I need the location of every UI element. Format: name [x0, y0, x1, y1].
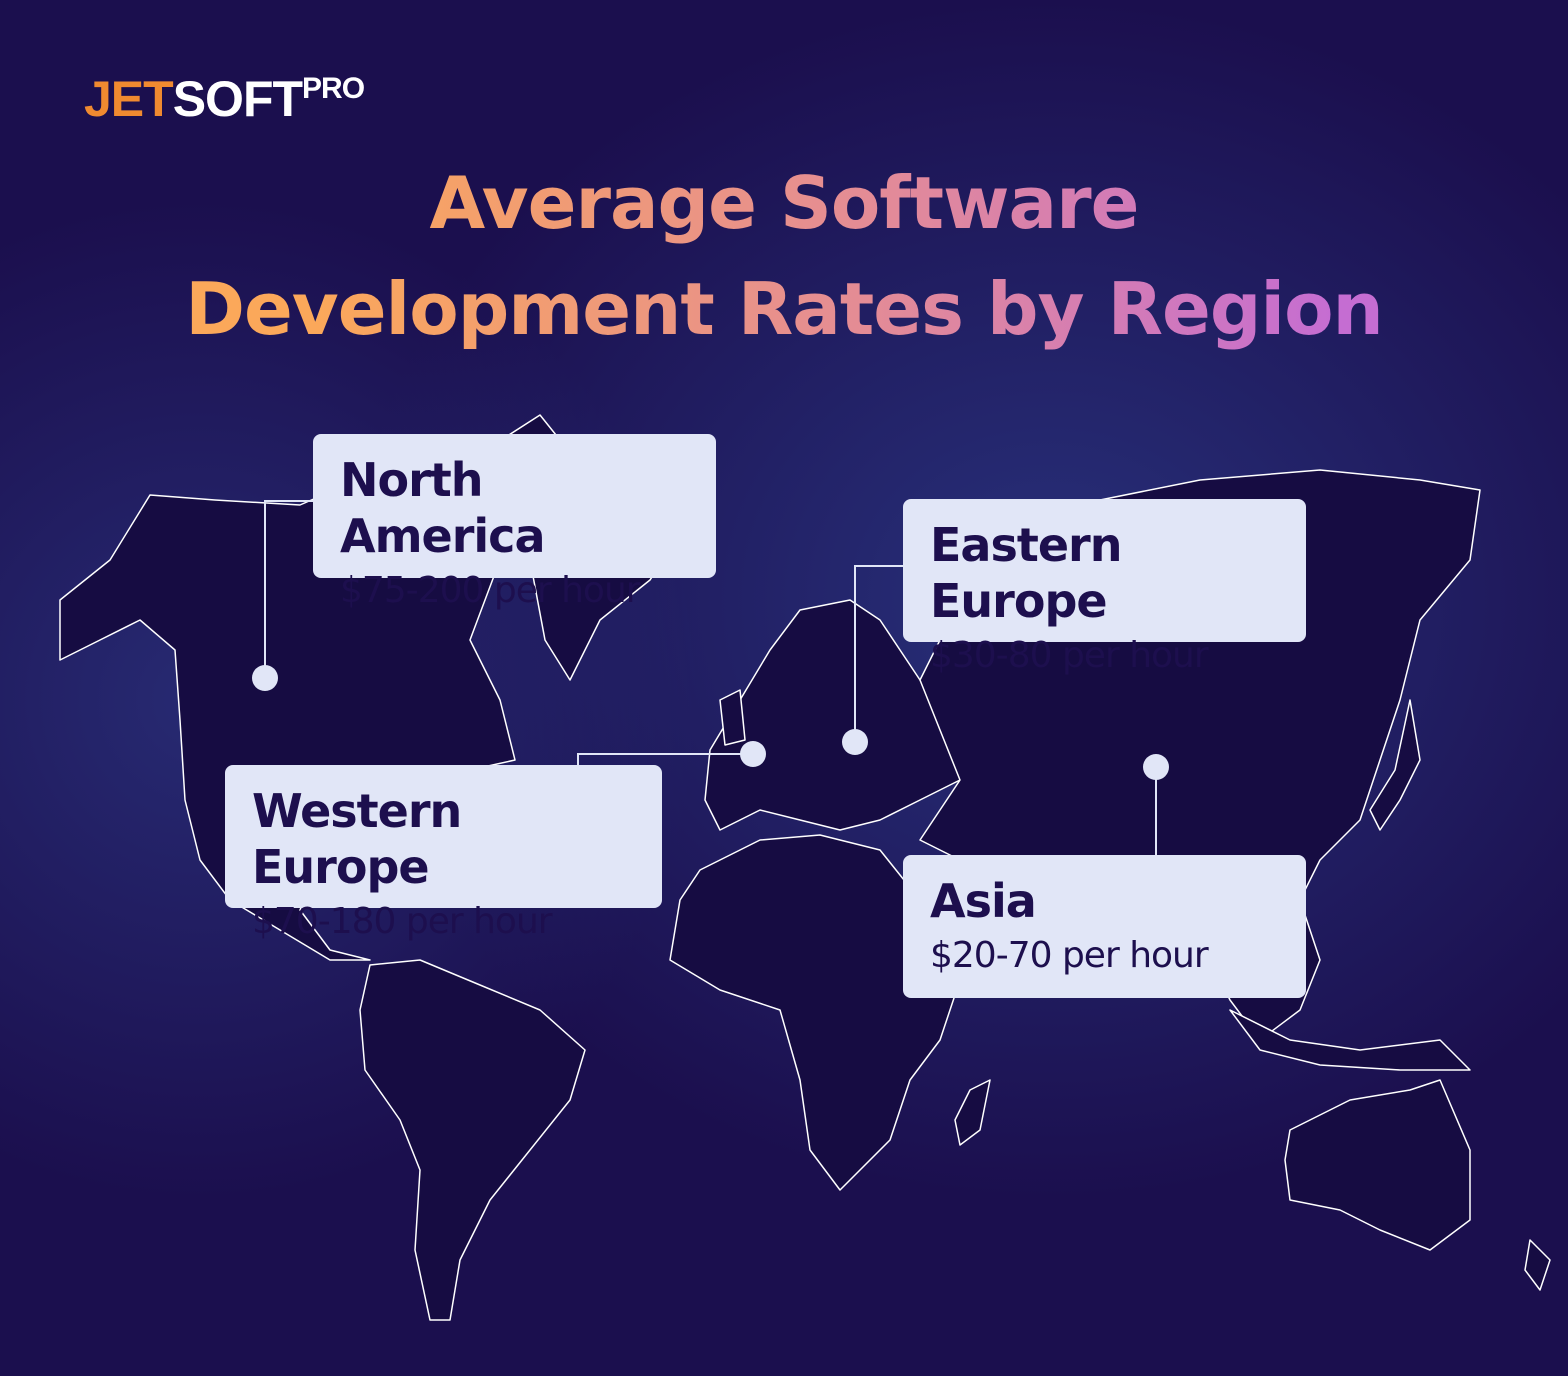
logo-jet: JET	[84, 71, 174, 127]
connector-north-america	[264, 500, 313, 678]
marker-asia	[1143, 754, 1169, 780]
region-name: North America	[340, 453, 546, 563]
region-rate: $20-70 per hour	[930, 935, 1209, 976]
card-western-europe: Western Europe $70-180 per hour	[225, 765, 662, 942]
title-line-1: Average Software	[0, 160, 1568, 246]
marker-eastern-europe	[842, 729, 868, 755]
title-line-2: Development Rates by Region	[0, 266, 1568, 352]
indonesia-shape	[1229, 1009, 1471, 1071]
region-name: Asia	[930, 874, 1037, 928]
connector-western-europe	[577, 753, 753, 765]
madagascar-shape	[954, 1079, 991, 1146]
region-name: Eastern Europe	[930, 518, 1122, 628]
marker-north-america	[252, 665, 278, 691]
australia-shape	[1284, 1079, 1471, 1251]
logo-soft: SOFT	[172, 71, 303, 127]
logo-pro: PRO	[302, 72, 365, 105]
region-rate: $30-80 per hour	[930, 635, 1209, 676]
marker-western-europe	[740, 741, 766, 767]
south-america-shape	[359, 959, 586, 1321]
card-asia: Asia $20-70 per hour	[903, 855, 1306, 998]
japan-shape	[1369, 699, 1421, 831]
card-eastern-europe: Eastern Europe $30-80 per hour	[903, 499, 1306, 676]
region-rate: $70-180 per hour	[252, 901, 553, 942]
jetsoftpro-logo: JETSOFTPRO	[84, 70, 365, 128]
card-north-america: North America $75-200 per hour	[313, 434, 716, 611]
new-zealand-shape	[1524, 1239, 1551, 1291]
uk-shape	[719, 689, 746, 746]
africa-shape	[669, 834, 961, 1191]
region-rate: $75-200 per hour	[340, 570, 641, 611]
connector-eastern-europe	[854, 565, 903, 742]
region-name: Western Europe	[252, 784, 462, 894]
